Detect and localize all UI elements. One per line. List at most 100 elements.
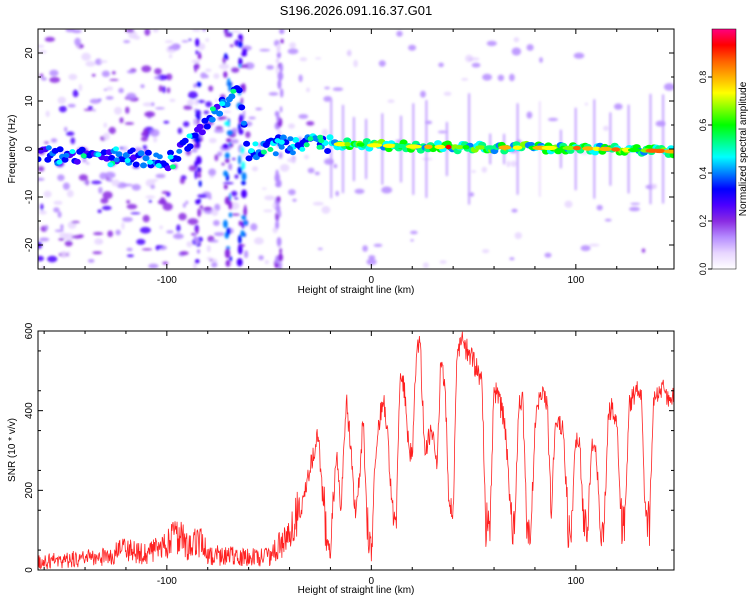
noise-blob bbox=[315, 57, 322, 60]
noise-blob bbox=[203, 110, 210, 115]
colorbar-tick-label: 0.2 bbox=[698, 215, 708, 228]
noise-blob bbox=[103, 132, 110, 141]
ridge-hotspot bbox=[512, 145, 523, 150]
streak-blob bbox=[278, 253, 283, 262]
noise-blob bbox=[59, 105, 67, 113]
noise-blob bbox=[157, 199, 167, 205]
snr-axes: -100 0 100 0 200 400 600 bbox=[24, 322, 674, 587]
noise-blob bbox=[181, 40, 189, 43]
streak-blob bbox=[238, 234, 242, 244]
noise-blob bbox=[321, 128, 329, 137]
noise-blob bbox=[231, 190, 238, 197]
noise-blob bbox=[469, 57, 480, 61]
noise-blob bbox=[244, 62, 255, 70]
noise-blob bbox=[211, 262, 218, 268]
noise-blob bbox=[119, 117, 124, 124]
ridge-hotspot bbox=[186, 133, 193, 139]
noise-blob bbox=[122, 183, 133, 187]
ridge-hotspot bbox=[424, 144, 433, 149]
snr-xlabel: Height of straight line (km) bbox=[298, 585, 415, 596]
noise-blob bbox=[197, 194, 208, 198]
noise-blob bbox=[71, 220, 80, 224]
streak-blob bbox=[277, 71, 284, 81]
noise-blob bbox=[203, 206, 212, 211]
noise-blob bbox=[162, 261, 169, 265]
noise-blob bbox=[231, 30, 241, 33]
ridge-blob bbox=[326, 134, 334, 141]
noise-blob bbox=[157, 74, 168, 81]
colorbar-label: Normalized spectral amplitude bbox=[738, 81, 749, 216]
streak-blob bbox=[195, 226, 199, 235]
noise-blob bbox=[165, 73, 173, 81]
noise-blob bbox=[306, 121, 315, 126]
noise-blob bbox=[179, 251, 189, 256]
streak-line bbox=[446, 122, 448, 176]
noise-blob bbox=[580, 245, 591, 252]
ridge-blob bbox=[245, 155, 253, 162]
noise-blob bbox=[198, 43, 206, 51]
x-tick-label: 0 bbox=[369, 576, 375, 587]
noise-blob bbox=[107, 178, 113, 182]
streak-blob bbox=[198, 180, 202, 187]
noise-blob bbox=[154, 76, 161, 80]
ridge-hotspot bbox=[45, 145, 52, 151]
streak-blob bbox=[240, 146, 245, 154]
noise-blob bbox=[166, 87, 171, 94]
noise-blob bbox=[259, 48, 271, 52]
streak-blob bbox=[226, 138, 232, 143]
noise-blob bbox=[217, 151, 223, 157]
streak-blob bbox=[276, 237, 282, 247]
noise-blob bbox=[71, 235, 83, 239]
streak-blob bbox=[241, 172, 247, 181]
noise-blob bbox=[506, 160, 511, 168]
ridge-blob bbox=[235, 87, 243, 94]
noise-blob bbox=[511, 208, 518, 213]
noise-blob bbox=[67, 103, 76, 108]
noise-blob bbox=[114, 106, 122, 115]
colorbar: 0.0 0.2 0.4 0.6 0.8 Normalized spectral ampl… bbox=[698, 28, 749, 276]
ridge-blob bbox=[252, 154, 260, 161]
noise-blob bbox=[317, 247, 323, 250]
noise-blob bbox=[245, 131, 251, 139]
ridge-blob bbox=[292, 137, 300, 143]
noise-blob bbox=[510, 160, 517, 167]
noise-blob bbox=[663, 83, 674, 91]
noise-blob bbox=[408, 44, 417, 51]
noise-blob bbox=[126, 203, 138, 210]
streak-blob bbox=[275, 58, 280, 64]
noise-blob bbox=[66, 131, 75, 136]
noise-blob bbox=[354, 188, 365, 194]
noise-blob bbox=[387, 99, 395, 103]
noise-blob bbox=[72, 89, 79, 98]
ridge-hotspot bbox=[498, 145, 512, 150]
noise-blob bbox=[650, 183, 658, 189]
colorbar-tick-label: 0.0 bbox=[698, 263, 708, 276]
streak-blob bbox=[275, 182, 282, 188]
noise-blob bbox=[588, 243, 600, 247]
ridge-hotspot bbox=[394, 144, 408, 149]
ridge-hotspot bbox=[582, 146, 594, 151]
noise-blob bbox=[53, 207, 60, 213]
streak-blob bbox=[197, 173, 202, 178]
noise-blob bbox=[89, 98, 101, 104]
ridge-blob bbox=[228, 93, 236, 100]
streak-blob bbox=[193, 143, 197, 149]
noise-blob bbox=[188, 91, 198, 99]
noise-blob bbox=[547, 117, 559, 122]
noise-blob bbox=[148, 199, 152, 203]
noise-blob bbox=[176, 224, 181, 232]
noise-blob bbox=[85, 61, 96, 67]
noise-blob bbox=[292, 198, 297, 202]
ridge-hotspot bbox=[241, 120, 247, 126]
noise-blob bbox=[63, 126, 68, 132]
noise-blob bbox=[252, 166, 258, 172]
streak-blob bbox=[238, 58, 243, 66]
noise-blob bbox=[87, 106, 93, 110]
x-tick-label: 100 bbox=[567, 275, 584, 286]
streak-blob bbox=[229, 256, 232, 262]
y-tick-label: -20 bbox=[24, 237, 35, 252]
noise-blob bbox=[164, 40, 174, 44]
ridge-hotspot bbox=[155, 163, 162, 169]
noise-blob bbox=[86, 162, 90, 165]
